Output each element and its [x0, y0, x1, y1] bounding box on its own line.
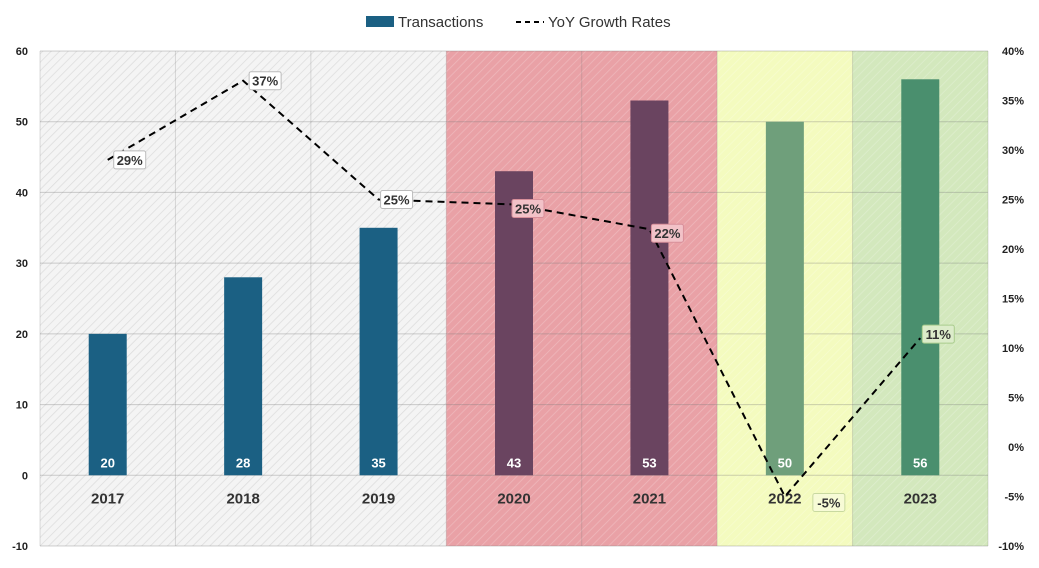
- right-axis-tick: 25%: [1002, 195, 1024, 207]
- growth-value-label: 29%: [117, 153, 143, 168]
- left-axis-tick: 30: [16, 258, 28, 270]
- right-axis-tick: -5%: [1004, 492, 1024, 504]
- category-label: 2020: [497, 490, 530, 507]
- right-axis-tick: 35%: [1002, 96, 1024, 108]
- left-axis-tick: 50: [16, 117, 28, 129]
- growth-value-label: 22%: [654, 226, 680, 241]
- bar-2021: [630, 100, 669, 476]
- left-axis-tick: -10: [12, 541, 28, 553]
- legend-label-transactions: Transactions: [398, 14, 483, 31]
- bar-value-label: 53: [642, 455, 656, 470]
- bar-2017: [88, 333, 127, 476]
- left-axis-tick: 10: [16, 400, 28, 412]
- legend-label-growth: YoY Growth Rates: [548, 14, 671, 31]
- bar-2023: [901, 79, 940, 476]
- right-axis-tick: 40%: [1002, 46, 1024, 58]
- category-label: 2023: [904, 490, 937, 507]
- bar-value-label: 20: [100, 455, 114, 470]
- growth-label-box: [248, 71, 282, 91]
- left-axis: -10 0 10 20 30 40 50 60: [12, 46, 28, 553]
- bar-value-label: 50: [778, 455, 792, 470]
- growth-label-box: [921, 324, 955, 344]
- growth-line-series: 29% 37% 25% 25% 22% -5% 11%: [107, 71, 955, 512]
- right-axis: -10% -5% 0% 5% 10% 15% 20% 25% 30% 35% 40%: [998, 46, 1024, 553]
- growth-label-box: [511, 198, 545, 218]
- category-label: 2021: [633, 490, 666, 507]
- right-axis-tick: -10%: [998, 541, 1024, 553]
- category-label: 2018: [226, 490, 259, 507]
- category-label: 2022: [768, 490, 801, 507]
- legend: Transactions YoY Growth Rates: [366, 14, 671, 31]
- right-axis-tick: 0%: [1008, 442, 1024, 454]
- growth-value-label: 11%: [926, 327, 952, 342]
- right-axis-tick: 30%: [1002, 145, 1024, 157]
- left-axis-tick: 0: [22, 470, 28, 482]
- bar-2020: [495, 171, 533, 476]
- bar-value-label: 43: [507, 455, 521, 470]
- right-axis-tick: 20%: [1002, 244, 1024, 256]
- right-axis-tick: 5%: [1008, 393, 1024, 405]
- growth-label-box: [650, 223, 684, 243]
- growth-value-label: 25%: [384, 193, 410, 208]
- growth-label-box: [812, 493, 846, 512]
- band-texture-2020: [446, 51, 718, 546]
- growth-label-box: [380, 190, 414, 209]
- growth-label-box: [113, 150, 147, 170]
- category-labels: 2017 2018 2019 2020 2021 2022 2023: [91, 490, 937, 507]
- right-axis-tick: 15%: [1002, 294, 1024, 306]
- bar-value-label: 28: [236, 455, 250, 470]
- category-label: 2019: [362, 490, 395, 507]
- bar-series: 20 28 35 43 53 50 56: [88, 79, 940, 476]
- left-axis-tick: 60: [16, 46, 28, 58]
- growth-value-label: 25%: [515, 201, 541, 216]
- legend-swatch-transactions: [366, 16, 394, 27]
- growth-value-label: 37%: [252, 74, 278, 89]
- left-axis-tick: 20: [16, 329, 28, 341]
- category-label: 2017: [91, 490, 124, 507]
- bar-value-label: 35: [371, 455, 385, 470]
- bar-value-label: 56: [913, 455, 927, 470]
- right-axis-tick: 10%: [1002, 343, 1024, 355]
- growth-value-label: -5%: [817, 496, 841, 511]
- bar-2022: [765, 121, 804, 476]
- bar-2019: [359, 227, 398, 476]
- bar-2018: [224, 277, 263, 476]
- left-axis-tick: 40: [16, 187, 28, 199]
